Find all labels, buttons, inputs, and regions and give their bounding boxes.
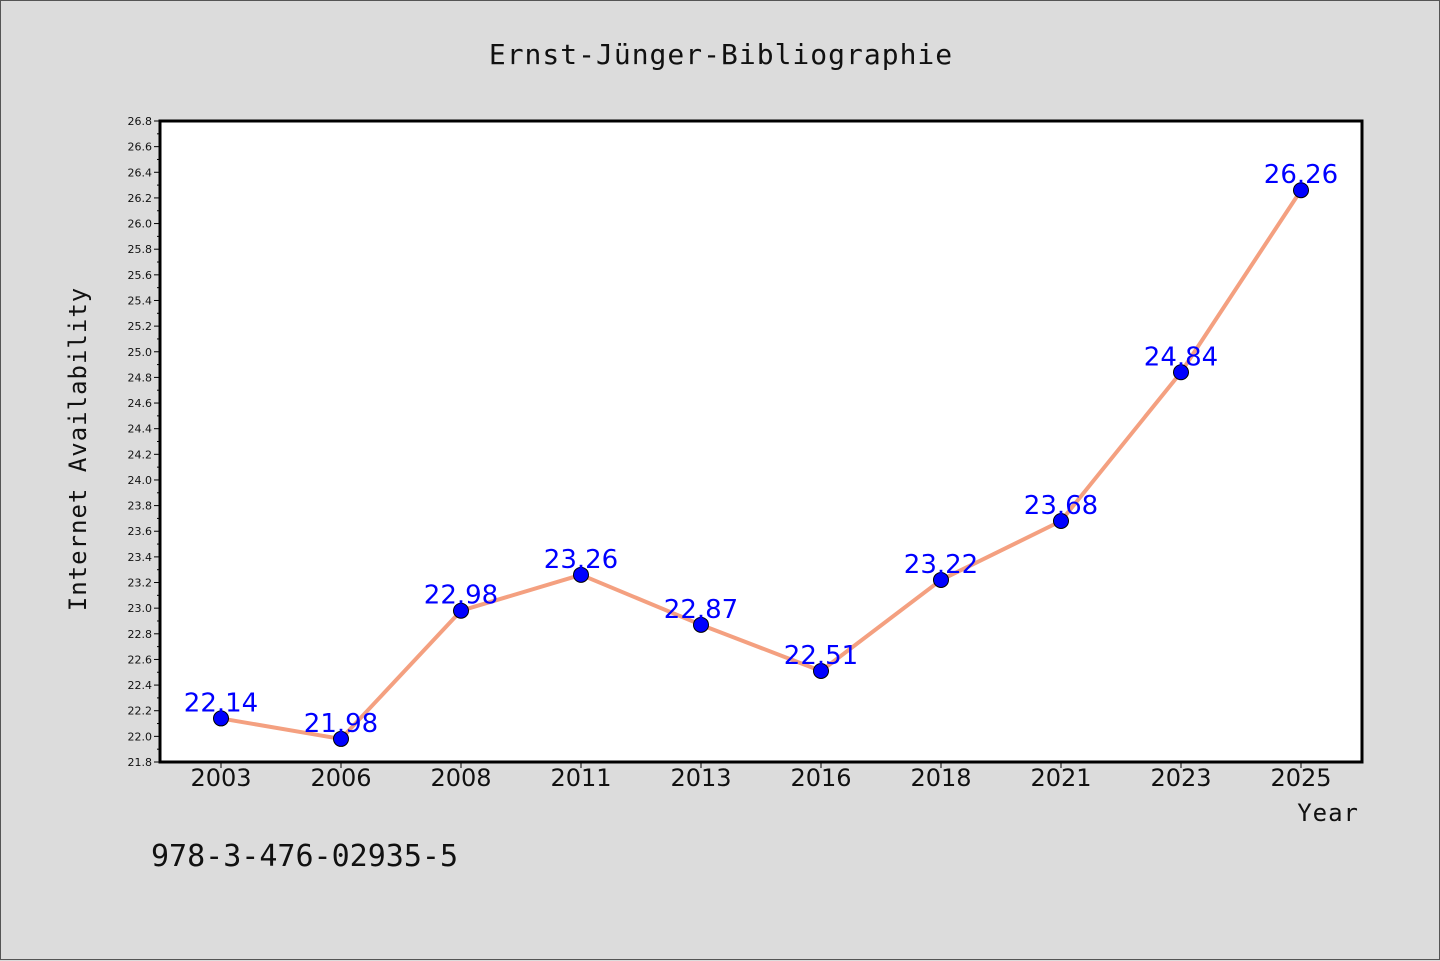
y-tick-label: 25.6 <box>128 269 153 282</box>
y-tick-label: 24.8 <box>128 371 153 384</box>
x-tick-label: 2025 <box>1270 764 1331 792</box>
y-axis-label: Internet Availability <box>64 287 92 611</box>
data-label: 23.26 <box>544 545 618 575</box>
y-tick-label: 24.0 <box>128 474 153 487</box>
data-label: 22.98 <box>424 581 498 611</box>
data-point <box>1173 364 1189 381</box>
y-tick-label: 25.8 <box>128 243 153 256</box>
x-tick-label: 2006 <box>310 764 371 792</box>
y-tick-label: 25.2 <box>128 320 153 333</box>
y-tick-label: 24.6 <box>128 397 153 410</box>
x-tick-label: 2011 <box>550 764 611 792</box>
data-label: 26.26 <box>1264 160 1338 190</box>
y-tick-label: 22.6 <box>128 653 153 666</box>
x-tick-label: 2003 <box>190 764 251 792</box>
y-tick-label: 23.0 <box>128 602 153 615</box>
data-label: 21.98 <box>304 709 378 739</box>
y-tick-label: 22.2 <box>128 705 153 718</box>
data-point <box>933 571 949 588</box>
data-point <box>453 602 469 619</box>
y-tick-label: 26.4 <box>128 166 153 179</box>
x-tick-label: 2018 <box>910 764 971 792</box>
y-tick-label: 23.8 <box>128 500 153 513</box>
y-axis-ticks: 21.8 22.0 22.2 22.4 22.6 22.8 23.0 23.2 23.4 23.6… <box>128 115 160 769</box>
y-tick-label: 24.4 <box>128 423 153 436</box>
isbn-footer: 978-3-476-02935-5 <box>151 839 458 874</box>
data-label: 23.68 <box>1024 491 1098 521</box>
x-tick-label: 2023 <box>1150 764 1211 792</box>
x-tick-label: 2013 <box>670 764 731 792</box>
y-tick-label: 26.8 <box>128 115 153 128</box>
data-point <box>693 616 709 633</box>
x-axis-label: Year <box>1297 799 1359 827</box>
y-tick-label: 26.2 <box>128 192 153 205</box>
data-label: 24.84 <box>1144 342 1218 372</box>
x-tick-label: 2008 <box>430 764 491 792</box>
y-tick-label: 25.4 <box>128 294 153 307</box>
data-label: 22.87 <box>664 595 738 625</box>
data-label: 22.14 <box>184 688 258 718</box>
x-tick-label: 2021 <box>1030 764 1091 792</box>
data-point <box>333 730 349 747</box>
plot-area <box>158 119 1364 764</box>
y-tick-label: 23.2 <box>128 577 153 590</box>
chart-title: Ernst-Jünger-Bibliographie <box>489 38 953 71</box>
x-axis-ticks: 2003 2006 2008 2011 2013 2016 2018 2021 2023 2025 <box>190 762 1332 792</box>
y-tick-label: 22.4 <box>128 679 153 692</box>
y-tick-label: 25.0 <box>128 346 153 359</box>
data-point <box>813 662 829 679</box>
y-tick-label: 26.0 <box>128 218 153 231</box>
x-tick-label: 2016 <box>790 764 851 792</box>
y-tick-label: 26.6 <box>128 141 153 154</box>
y-tick-label: 21.8 <box>128 756 153 769</box>
y-tick-label: 22.8 <box>128 628 153 641</box>
series-line <box>220 189 1303 741</box>
y-tick-label: 23.4 <box>128 551 153 564</box>
data-point <box>213 710 229 727</box>
data-label: 22.51 <box>784 641 858 671</box>
y-tick-label: 24.2 <box>128 448 153 461</box>
data-point <box>1293 182 1309 199</box>
y-tick-label: 23.6 <box>128 525 153 538</box>
data-point <box>1053 512 1069 529</box>
data-point <box>573 566 589 583</box>
series-layer: 22.14 21.98 22.98 23.26 22.87 22.51 23.22 23.68… <box>184 160 1338 747</box>
y-tick-label: 22.0 <box>128 730 153 743</box>
data-label: 23.22 <box>904 550 978 580</box>
